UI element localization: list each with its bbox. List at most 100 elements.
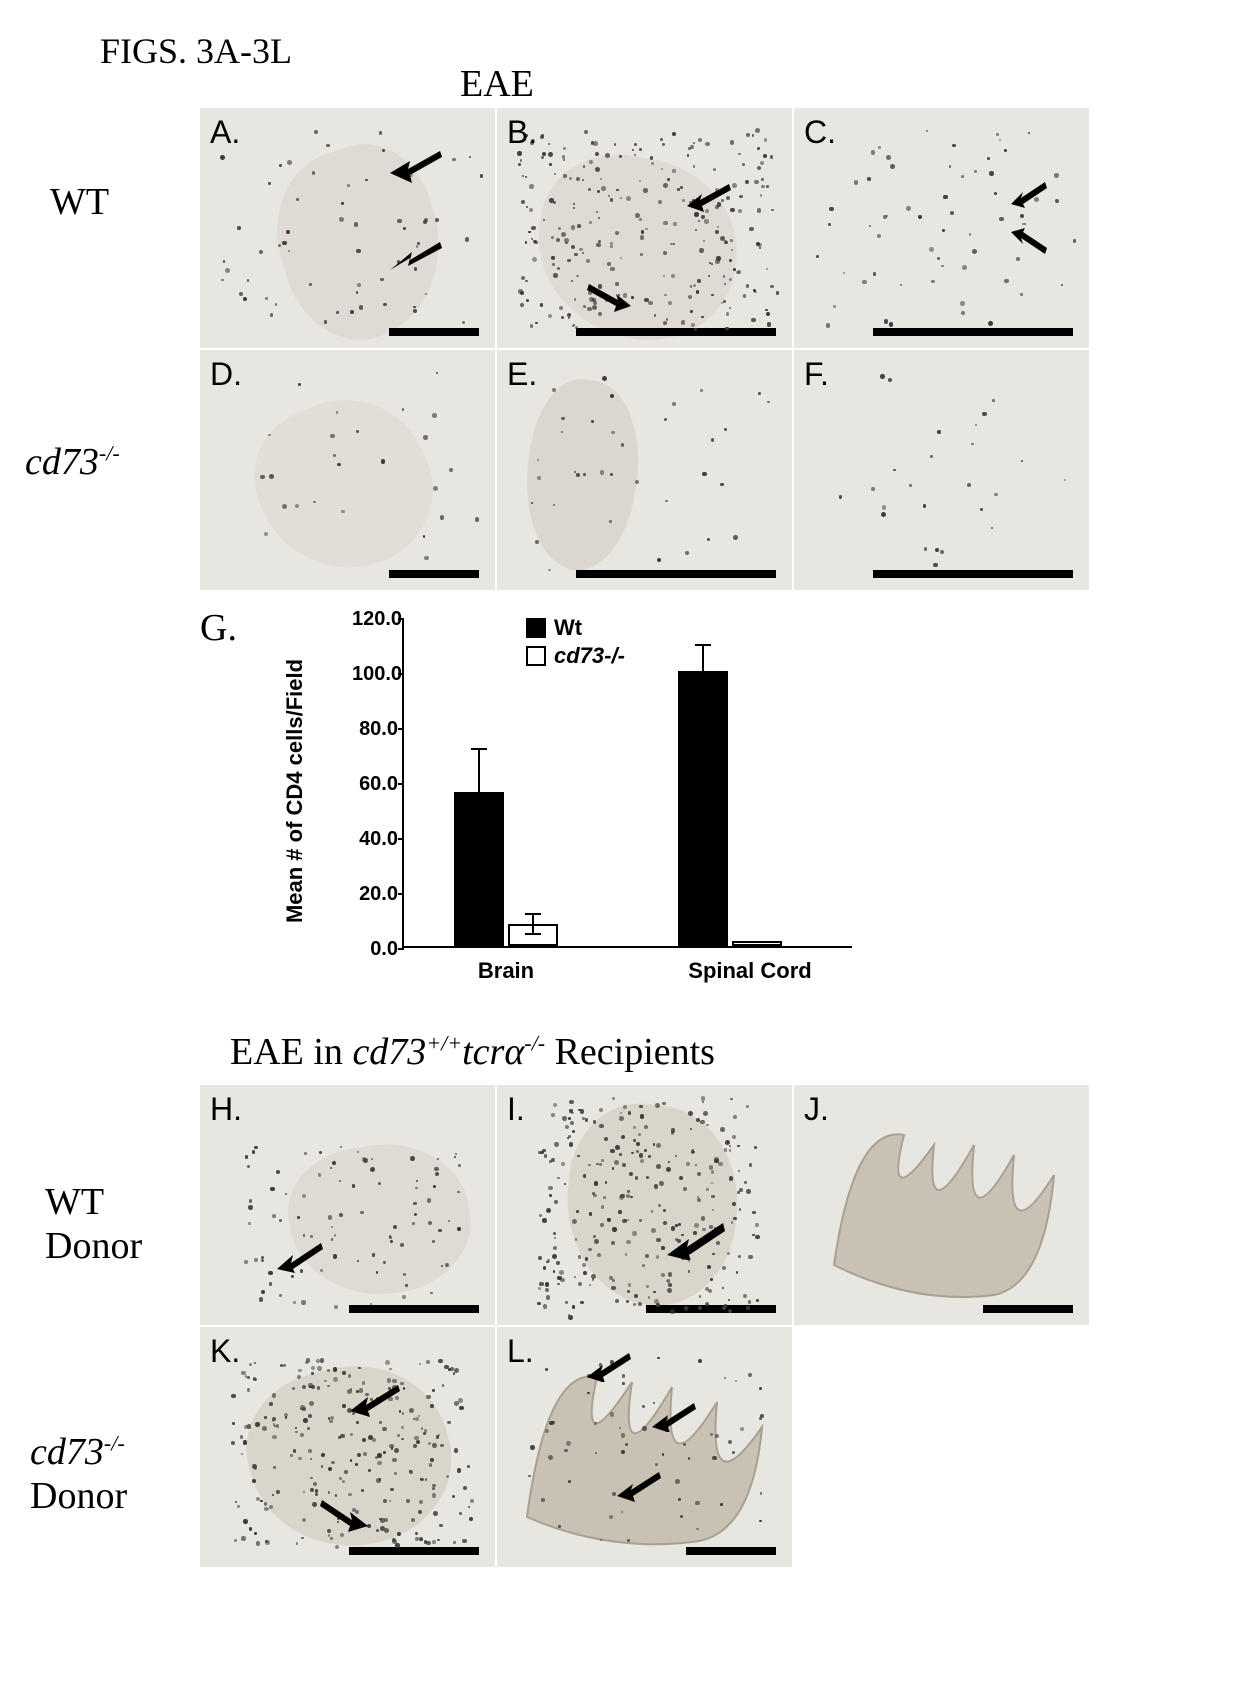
speckle [377, 1453, 382, 1458]
speckle [600, 470, 604, 474]
speckle [247, 279, 249, 281]
speckle [722, 1266, 726, 1270]
speckle [252, 1479, 256, 1483]
speckle [237, 1505, 240, 1508]
panel-i-letter: I. [507, 1091, 525, 1128]
speckle [645, 1254, 649, 1258]
ytick-label: 0.0 [352, 938, 398, 961]
speckle [854, 180, 858, 184]
speckle [657, 1357, 659, 1359]
speckle [432, 1540, 436, 1544]
speckle [737, 1145, 739, 1147]
speckle [720, 1503, 723, 1506]
speckle [297, 1216, 300, 1219]
heading-eae-recip-gene2: tcrα [462, 1031, 524, 1073]
speckle [465, 237, 469, 241]
speckle [728, 1299, 730, 1301]
speckle [569, 1100, 574, 1105]
speckle [1028, 132, 1030, 134]
speckle [264, 1507, 268, 1511]
speckle [423, 435, 428, 440]
panel-b: B. [497, 108, 792, 348]
speckle [539, 1214, 542, 1217]
speckle [720, 1127, 725, 1132]
speckle [724, 1304, 727, 1307]
speckle [942, 229, 945, 232]
speckle [437, 1539, 439, 1541]
speckle [603, 1196, 606, 1199]
speckle [570, 1121, 574, 1125]
speckle [549, 198, 553, 202]
speckle [730, 1098, 732, 1100]
row-label-cd73ko: cd73-/- [25, 440, 120, 484]
ytick-label: 120.0 [352, 608, 398, 631]
speckle [729, 1149, 732, 1152]
speckle [695, 1501, 699, 1505]
speckle [554, 1200, 558, 1204]
panel-c-letter: C. [804, 114, 836, 151]
speckle [252, 1464, 257, 1469]
speckle [871, 487, 875, 491]
speckle [663, 251, 667, 255]
speckle [909, 484, 912, 487]
speckle [428, 1221, 432, 1225]
speckle [729, 307, 731, 309]
speckle [454, 1156, 456, 1158]
speckle [382, 1427, 387, 1432]
speckle [638, 1302, 642, 1306]
speckle [559, 306, 563, 310]
speckle [664, 294, 667, 297]
speckle [961, 175, 964, 178]
speckle [269, 1505, 273, 1509]
speckle [530, 1445, 535, 1450]
speckle [593, 141, 598, 146]
speckle [545, 1429, 549, 1433]
speckle [632, 1231, 637, 1236]
speckle [650, 156, 653, 159]
speckle [259, 1297, 263, 1301]
speckle [223, 260, 226, 263]
speckle [309, 1401, 314, 1406]
speckle [297, 1375, 301, 1379]
speckle [888, 378, 892, 382]
ytick-mark [398, 728, 404, 730]
speckle [565, 1301, 568, 1304]
speckle [433, 1185, 436, 1188]
speckle [620, 1194, 624, 1198]
speckle [639, 1153, 644, 1158]
speckle [318, 1173, 321, 1176]
speckle [554, 1142, 559, 1147]
speckle [310, 1458, 312, 1460]
speckle [767, 322, 772, 327]
speckle [572, 1130, 575, 1133]
speckle [270, 313, 273, 316]
speckle [561, 1162, 565, 1166]
speckle [730, 239, 733, 242]
bar-wt-spinal [678, 671, 728, 946]
speckle [389, 1444, 393, 1448]
speckle [563, 174, 567, 178]
speckle [480, 174, 483, 177]
speckle [737, 270, 741, 274]
speckle [244, 1260, 248, 1264]
speckle [548, 143, 550, 145]
panel-e-letter: E. [507, 356, 537, 393]
speckle [662, 1102, 665, 1105]
speckle [924, 547, 927, 550]
speckle [342, 1404, 346, 1408]
speckle [415, 1537, 419, 1541]
speckle [709, 1165, 713, 1169]
speckle [685, 551, 689, 555]
speckle [601, 186, 605, 190]
speckle [746, 1105, 749, 1108]
speckle [568, 1480, 571, 1483]
speckle [766, 268, 768, 270]
speckle [463, 1486, 467, 1490]
speckle [561, 417, 564, 420]
speckle [254, 1532, 256, 1534]
speckle [600, 1223, 604, 1227]
speckle [668, 1161, 670, 1163]
speckle [593, 1120, 597, 1124]
speckle [274, 1425, 276, 1427]
speckle [579, 248, 582, 251]
